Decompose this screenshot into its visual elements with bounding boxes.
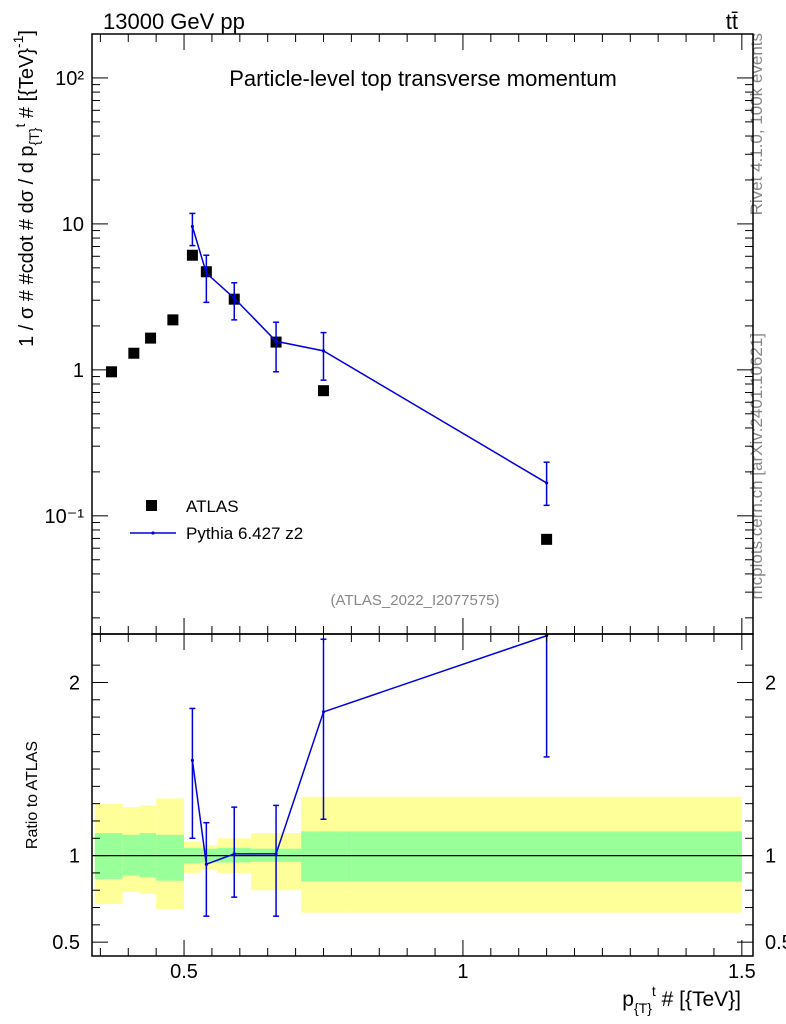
- ratio-point: [321, 710, 326, 714]
- main-title: Particle-level top transverse momentum: [229, 66, 617, 91]
- ratio-y-tick-label-right: 1: [765, 846, 776, 868]
- ratio-point: [190, 758, 195, 762]
- ratio-y-tick-label: 1: [69, 846, 80, 868]
- legend-pythia-marker: [151, 531, 155, 535]
- rivet-version-label: Rivet 4.1.0, 100k events: [747, 33, 766, 215]
- ratio-y-tick-label-right: 0.5: [765, 932, 786, 954]
- ratio-band-inner: [351, 831, 742, 882]
- pythia-point: [545, 481, 549, 485]
- atlas-data-point: [186, 249, 198, 261]
- main-ylabel: 1 / σ # #cdot # dσ / d p{T}t # [{TeV}-1]: [10, 30, 42, 347]
- main-panel: 10⁻¹ 1 10 10² Particle-level top transverse…: [10, 30, 754, 635]
- pythia-point: [204, 271, 208, 275]
- x-tick-label: 1: [457, 961, 468, 983]
- ratio-ylabel: Ratio to ATLAS: [24, 741, 41, 849]
- pythia-line: [191, 226, 547, 484]
- legend: ATLAS Pythia 6.427 z2: [130, 497, 303, 543]
- pythia-point: [274, 339, 278, 343]
- ratio-point: [274, 852, 278, 856]
- x-tick-label: 0.5: [170, 961, 198, 983]
- atlas-data-point: [317, 385, 329, 397]
- y-tick-label: 10⁻¹: [45, 506, 85, 528]
- analysis-tag: (ATLAS_2022_I2077575): [330, 592, 499, 609]
- x-axis-label: p{T}t # [{TeV}]: [622, 983, 741, 1016]
- ratio-band-inner: [301, 831, 352, 882]
- atlas-data-point: [128, 347, 140, 359]
- y-tick-label: 10: [62, 214, 84, 236]
- process-label: tt̄: [726, 9, 738, 34]
- ratio-y-tick-label-right: 2: [765, 672, 776, 694]
- ratio-y-tick-label: 0.5: [52, 932, 80, 954]
- atlas-data-point: [145, 332, 157, 344]
- atlas-data-point: [541, 533, 553, 545]
- source-label: mcplots.cern.ch [arXiv:2401.10621]: [747, 333, 766, 599]
- main-frame: [91, 33, 754, 635]
- ratio-point: [204, 862, 208, 866]
- ratio-pythia-line: [191, 635, 547, 866]
- legend-atlas-label: ATLAS: [186, 497, 239, 516]
- y-tick-label: 10²: [55, 68, 84, 90]
- pythia-point: [321, 349, 326, 353]
- legend-atlas-marker: [146, 500, 157, 511]
- atlas-data-point: [167, 314, 179, 326]
- legend-pythia-label: Pythia 6.427 z2: [186, 524, 303, 543]
- atlas-data-point: [106, 366, 118, 378]
- pythia-point: [190, 224, 195, 229]
- ratio-point: [232, 852, 236, 856]
- ratio-y-tick-label: 2: [69, 672, 80, 694]
- ratio-band-inner: [156, 834, 185, 881]
- y-tick-label: 1: [73, 360, 84, 382]
- energy-label: 13000 GeV pp: [103, 9, 245, 34]
- pythia-point: [232, 296, 236, 300]
- ratio-panel: 0.5 1 1.5 0.5 0.5 1 1 2 2 Ratio to ATLAS: [24, 633, 786, 983]
- x-tick-label: 1.5: [728, 961, 756, 983]
- ratio-frame: [91, 633, 754, 957]
